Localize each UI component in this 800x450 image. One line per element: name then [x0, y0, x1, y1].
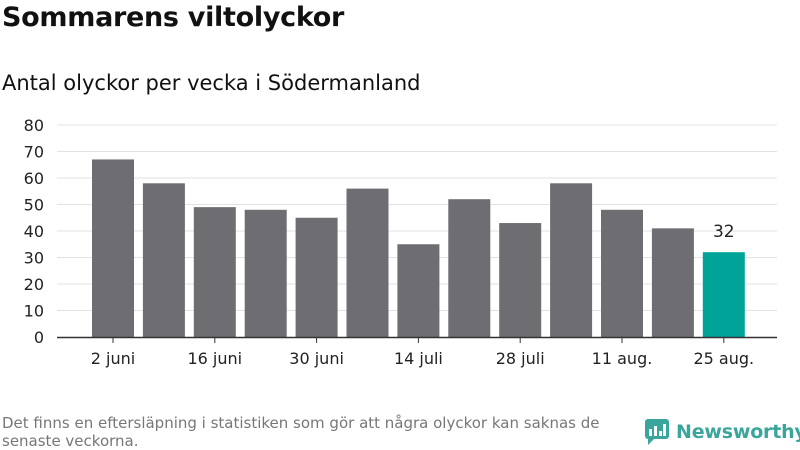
bar-11-aug — [601, 209, 643, 337]
brand-logo: Newsworthy — [644, 418, 800, 446]
bar-30-juni — [295, 217, 338, 337]
x-tick-label: 16 juni — [187, 349, 242, 368]
y-axis-ticks: 0 10 20 30 40 50 60 70 80 — [24, 116, 44, 347]
chart-subtitle: Antal olyckor per vecka i Södermanland — [2, 71, 421, 95]
bar-21-juli — [448, 199, 491, 337]
bar-23-juni — [244, 209, 287, 337]
x-tick-label: 28 juli — [496, 349, 545, 368]
y-tick-label: 20 — [24, 275, 44, 294]
y-tick-label: 50 — [24, 196, 44, 215]
y-tick-label: 60 — [24, 169, 44, 188]
bar-25-aug — [702, 252, 745, 337]
x-tick-label: 11 aug. — [592, 349, 653, 368]
x-axis: 2 juni 16 juni 30 juni 14 juli 28 juli 11 aug… — [57, 336, 777, 368]
bars — [92, 159, 745, 337]
y-tick-label: 80 — [24, 116, 44, 135]
bar-7-juli — [346, 188, 389, 337]
bar-14-juli — [397, 244, 440, 337]
newsworthy-logo-icon — [645, 419, 669, 445]
bar-4-aug — [550, 183, 593, 337]
data-label: 32 — [713, 222, 735, 242]
y-tick-label: 30 — [24, 249, 44, 268]
bar-9-juni — [142, 183, 185, 337]
x-tick-label: 30 juni — [289, 349, 344, 368]
bar-18-aug — [651, 228, 694, 337]
brand-name: Newsworthy — [676, 421, 800, 443]
bar-28-juli — [499, 223, 542, 337]
y-tick-label: 10 — [24, 302, 44, 321]
y-tick-label: 40 — [24, 222, 44, 241]
chart-title: Sommarens viltolyckor — [2, 2, 345, 33]
bar-chart: 0 10 20 30 40 50 60 70 80 2 juni 16 juni 30 juni 14… — [24, 116, 777, 368]
x-tick-label: 2 juni — [91, 349, 135, 368]
x-tick-label: 25 aug. — [693, 349, 754, 368]
footnote: Det finns en eftersläpning i statistiken… — [2, 414, 600, 450]
bar-16-juni — [193, 207, 236, 337]
y-tick-label: 70 — [24, 143, 44, 162]
y-tick-label: 0 — [34, 328, 44, 347]
x-tick-label: 14 juli — [394, 349, 443, 368]
data-labels: 32 — [713, 222, 735, 242]
bar-2-juni — [92, 159, 134, 337]
